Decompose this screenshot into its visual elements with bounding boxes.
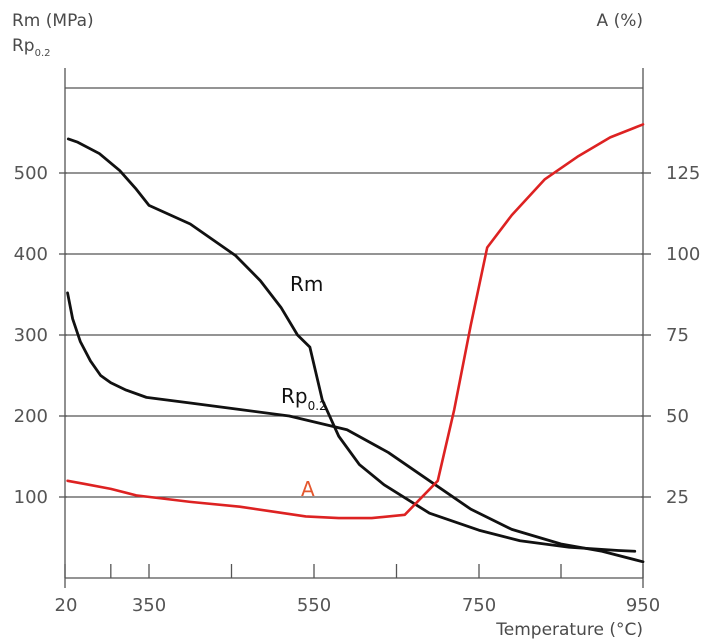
left-axis-title: Rm (MPa) (12, 11, 94, 31)
rp02-label-sub: 0.2 (308, 399, 327, 413)
series-line-a (66, 123, 645, 520)
right-tick-label: 100 (666, 244, 700, 265)
left-tick-label: 400 (14, 244, 48, 265)
right-tick-label: 75 (666, 325, 689, 346)
right-axis-title: A (%) (597, 11, 643, 31)
left-tick-label: 500 (14, 163, 48, 184)
left-tick-label: 100 (14, 487, 48, 508)
a-label: A (301, 477, 315, 501)
x-tick-label: 950 (626, 595, 660, 616)
x-tick-label: 350 (132, 595, 166, 616)
rp02-label-main: Rp (281, 384, 308, 408)
right-tick-label: 125 (666, 163, 700, 184)
left-axis-subtitle-main: Rp (12, 36, 35, 56)
left-axis-subtitle-sub: 0.2 (35, 48, 51, 59)
series-line-rm (66, 137, 637, 553)
right-tick-label: 25 (666, 487, 689, 508)
x-tick-label: 20 (55, 595, 78, 616)
x-tick-label: 550 (297, 595, 331, 616)
series-line-rp0-2 (66, 291, 645, 564)
left-tick-label: 300 (14, 325, 48, 346)
rm-label: Rm (290, 272, 323, 296)
x-axis-title: Temperature (°C) (495, 620, 643, 640)
right-tick-label: 50 (666, 406, 689, 427)
left-tick-label: 200 (14, 406, 48, 427)
left-axis-subtitle: Rp0.2 (12, 36, 51, 59)
x-tick-label: 750 (462, 595, 496, 616)
rp02-label: Rp0.2 (281, 384, 327, 413)
